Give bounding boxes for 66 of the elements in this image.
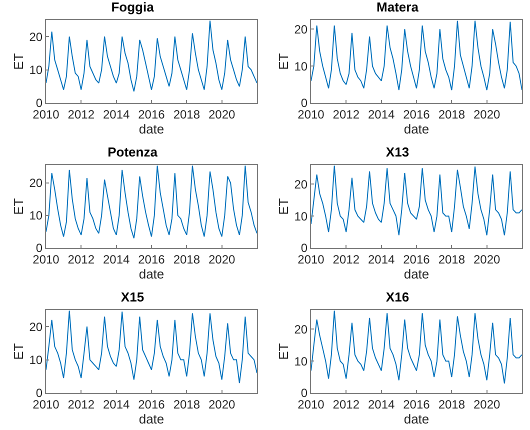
y-tick-label: 10 [29, 353, 43, 367]
chart-title: X16 [386, 289, 410, 304]
x-axis-title: date [138, 121, 164, 136]
chart-title: X13 [386, 144, 410, 160]
x-tick-label: 2014 [368, 397, 395, 412]
y-tick-label: 20 [294, 322, 308, 336]
x-tick-label: 2016 [138, 252, 166, 266]
x-tick-label: 2014 [102, 397, 130, 412]
x-tick-label: 2020 [208, 107, 236, 122]
x-tick-label: 2018 [438, 397, 466, 412]
y-axis-title: ET [11, 343, 26, 360]
line-series [46, 165, 257, 239]
x-tick-label: 2020 [473, 397, 500, 412]
y-tick-label: 10 [29, 208, 43, 223]
y-axis-title: ET [276, 343, 292, 360]
y-tick-label: 20 [294, 22, 308, 36]
y-tick-label: 10 [294, 59, 308, 74]
y-tick-label: 20 [29, 320, 43, 334]
x-tick-label: 2012 [68, 252, 95, 266]
x-tick-label: 2014 [102, 107, 130, 122]
x-tick-label: 2016 [138, 397, 166, 412]
y-tick-label: 10 [294, 354, 308, 368]
x-tick-label: 2014 [368, 107, 395, 122]
x-tick-label: 2016 [403, 107, 430, 122]
x-tick-label: 2020 [473, 252, 500, 266]
y-tick-label: 20 [29, 30, 43, 44]
y-axis-title: ET [11, 53, 26, 70]
x-axis-title: date [404, 121, 430, 136]
y-tick-label: 10 [294, 209, 308, 224]
x-tick-label: 2012 [68, 397, 95, 412]
y-axis-title: ET [276, 53, 292, 70]
x-tick-label: 2018 [438, 107, 466, 122]
line-series [311, 310, 522, 384]
x-axis-title: date [138, 266, 164, 282]
x-tick-label: 2016 [138, 107, 166, 122]
x-axis-title: date [138, 411, 164, 426]
chart-title: X15 [120, 289, 144, 304]
line-series [311, 20, 522, 91]
x-tick-label: 2016 [403, 252, 430, 266]
chart-title: Matera [376, 0, 420, 14]
line-series [311, 165, 522, 236]
y-axis-title: ET [11, 198, 26, 215]
x-tick-label: 2012 [332, 107, 360, 122]
y-axis-title: ET [276, 198, 292, 215]
x-tick-label: 2018 [438, 252, 466, 266]
x-tick-label: 2020 [208, 252, 236, 266]
x-tick-label: 2018 [173, 252, 200, 266]
line-series [46, 310, 257, 384]
x-tick-label: 2016 [403, 397, 430, 412]
chart-title: Foggia [111, 0, 155, 14]
x-axis-title: date [404, 266, 430, 282]
x-tick-label: 2012 [332, 397, 360, 412]
x-tick-label: 2012 [332, 252, 360, 266]
x-tick-label: 2018 [173, 107, 200, 122]
x-tick-label: 2020 [208, 397, 236, 412]
y-tick-label: 20 [29, 176, 43, 190]
x-tick-label: 2018 [173, 397, 200, 412]
x-tick-label: 2014 [368, 252, 395, 266]
y-tick-label: 10 [29, 63, 43, 77]
x-tick-label: 2014 [102, 252, 130, 266]
chart-title: Potenza [108, 144, 158, 160]
x-tick-label: 2020 [473, 107, 500, 122]
x-axis-title: date [404, 411, 430, 426]
line-series [46, 20, 257, 92]
x-tick-label: 2012 [68, 107, 95, 122]
y-tick-label: 20 [294, 177, 308, 192]
